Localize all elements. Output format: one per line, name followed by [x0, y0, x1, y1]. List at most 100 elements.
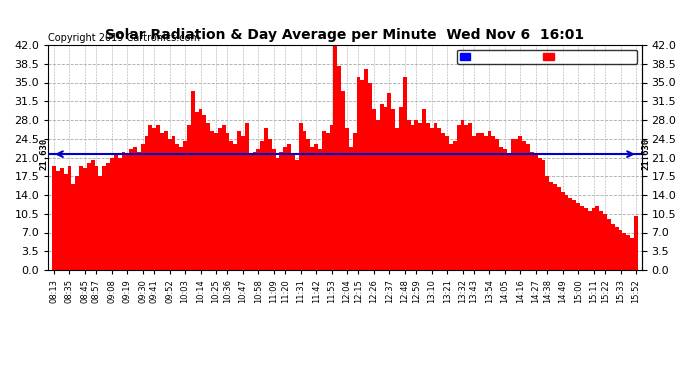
Bar: [542, 160, 545, 270]
Bar: [314, 144, 318, 270]
Bar: [237, 131, 241, 270]
Bar: [87, 163, 90, 270]
Bar: [387, 93, 391, 270]
Bar: [469, 123, 472, 270]
Bar: [257, 150, 260, 270]
Bar: [145, 136, 148, 270]
Bar: [495, 139, 499, 270]
Bar: [457, 125, 461, 270]
Bar: [121, 152, 126, 270]
Bar: [333, 40, 337, 270]
Bar: [634, 216, 638, 270]
Bar: [349, 147, 353, 270]
Bar: [618, 230, 622, 270]
Bar: [403, 77, 406, 270]
Bar: [75, 176, 79, 270]
Bar: [553, 184, 557, 270]
Bar: [603, 214, 607, 270]
Bar: [306, 139, 310, 270]
Bar: [418, 123, 422, 270]
Bar: [310, 147, 314, 270]
Bar: [569, 198, 572, 270]
Bar: [406, 120, 411, 270]
Bar: [199, 109, 202, 270]
Bar: [507, 155, 511, 270]
Bar: [368, 82, 372, 270]
Bar: [68, 165, 72, 270]
Bar: [79, 165, 83, 270]
Bar: [488, 131, 491, 270]
Bar: [437, 128, 442, 270]
Bar: [538, 158, 542, 270]
Bar: [526, 144, 530, 270]
Bar: [549, 182, 553, 270]
Bar: [164, 131, 168, 270]
Bar: [353, 134, 357, 270]
Bar: [345, 128, 349, 270]
Bar: [156, 125, 160, 270]
Bar: [449, 144, 453, 270]
Bar: [341, 90, 345, 270]
Bar: [99, 176, 102, 270]
Bar: [226, 134, 229, 270]
Bar: [102, 165, 106, 270]
Bar: [330, 125, 333, 270]
Bar: [175, 144, 179, 270]
Bar: [187, 125, 191, 270]
Bar: [195, 112, 199, 270]
Bar: [591, 209, 595, 270]
Bar: [399, 106, 403, 270]
Bar: [503, 150, 507, 270]
Bar: [511, 139, 515, 270]
Bar: [557, 187, 561, 270]
Bar: [214, 134, 218, 270]
Bar: [110, 158, 114, 270]
Bar: [90, 160, 95, 270]
Text: 21.630: 21.630: [40, 138, 49, 170]
Bar: [337, 66, 341, 270]
Bar: [572, 200, 576, 270]
Bar: [63, 174, 68, 270]
Bar: [141, 144, 145, 270]
Bar: [295, 160, 299, 270]
Bar: [318, 150, 322, 270]
Bar: [522, 141, 526, 270]
Bar: [415, 120, 418, 270]
Bar: [248, 155, 253, 270]
Bar: [279, 152, 284, 270]
Bar: [172, 136, 175, 270]
Bar: [391, 109, 395, 270]
Bar: [611, 225, 615, 270]
Bar: [491, 136, 495, 270]
Bar: [168, 139, 172, 270]
Bar: [595, 206, 600, 270]
Bar: [615, 227, 618, 270]
Bar: [461, 120, 464, 270]
Bar: [299, 123, 303, 270]
Bar: [395, 128, 399, 270]
Bar: [229, 141, 233, 270]
Bar: [376, 120, 380, 270]
Bar: [291, 155, 295, 270]
Bar: [627, 235, 630, 270]
Bar: [106, 163, 110, 270]
Bar: [380, 104, 384, 270]
Bar: [148, 125, 152, 270]
Bar: [584, 209, 588, 270]
Bar: [476, 134, 480, 270]
Legend: Median (w/m2), Radiation (w/m2): Median (w/m2), Radiation (w/m2): [457, 50, 637, 64]
Bar: [322, 131, 326, 270]
Bar: [253, 152, 257, 270]
Bar: [206, 123, 210, 270]
Bar: [588, 211, 591, 270]
Title: Solar Radiation & Day Average per Minute  Wed Nov 6  16:01: Solar Radiation & Day Average per Minute…: [106, 28, 584, 42]
Bar: [241, 136, 245, 270]
Text: Copyright 2019 Cartronics.com: Copyright 2019 Cartronics.com: [48, 33, 200, 43]
Bar: [372, 109, 376, 270]
Bar: [384, 106, 387, 270]
Bar: [268, 139, 272, 270]
Bar: [287, 144, 291, 270]
Bar: [52, 165, 56, 270]
Bar: [426, 123, 430, 270]
Bar: [580, 206, 584, 270]
